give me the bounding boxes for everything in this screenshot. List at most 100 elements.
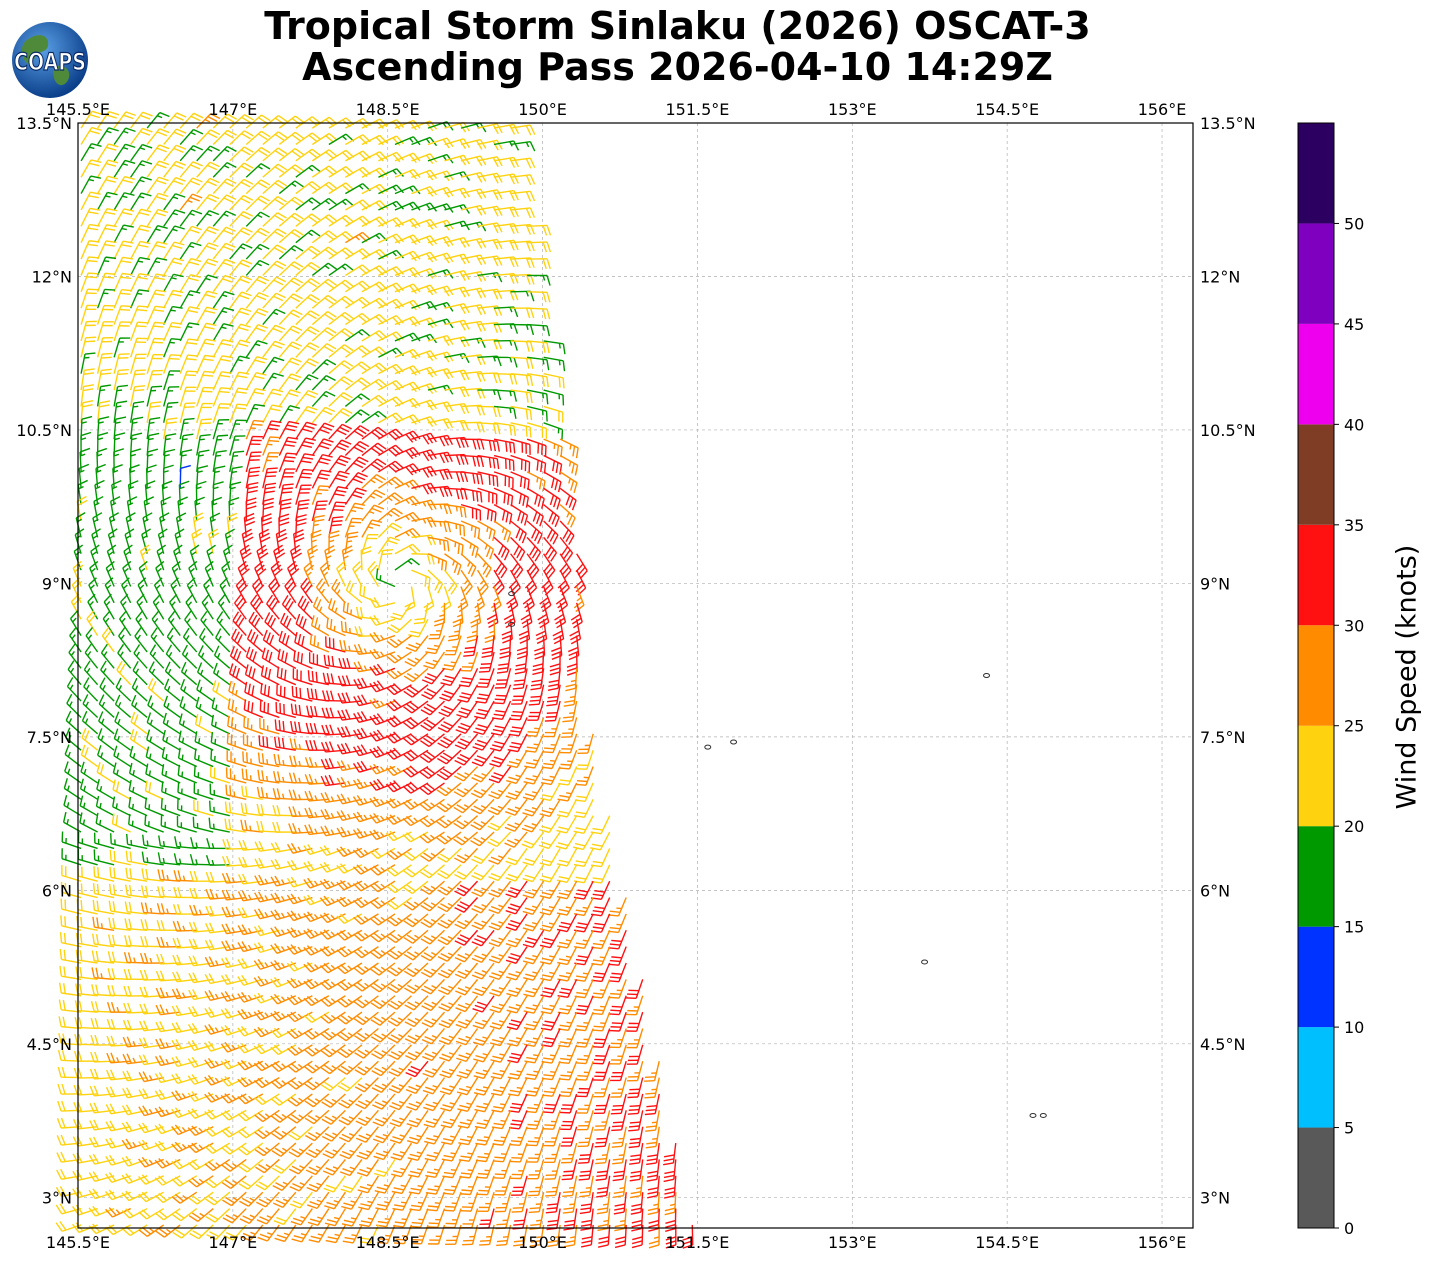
wind-barb bbox=[539, 880, 561, 900]
wind-barb bbox=[196, 354, 216, 374]
wind-barb bbox=[394, 152, 421, 164]
wind-barb bbox=[163, 386, 180, 407]
wind-barb bbox=[113, 432, 126, 456]
wind-barb bbox=[113, 384, 128, 407]
wind-barb bbox=[460, 270, 487, 282]
wind-barb bbox=[262, 452, 280, 473]
wind-barb bbox=[428, 619, 446, 640]
wind-barb bbox=[559, 553, 572, 579]
wind-barb bbox=[458, 1126, 479, 1146]
wind-barb bbox=[543, 471, 562, 493]
wind-barb bbox=[509, 1126, 528, 1147]
wind-barb bbox=[427, 434, 454, 447]
wind-barb bbox=[460, 536, 479, 559]
wind-barb bbox=[543, 340, 566, 355]
wind-barb bbox=[278, 164, 304, 178]
wind-barb bbox=[526, 520, 543, 545]
wind-barb bbox=[542, 1077, 561, 1097]
wind-barb bbox=[559, 536, 574, 563]
wind-barb bbox=[295, 453, 315, 473]
wind-barb bbox=[591, 995, 611, 1016]
wind-barb bbox=[262, 276, 287, 293]
wind-barb bbox=[375, 568, 396, 588]
wind-barb bbox=[212, 178, 237, 195]
lat-tick-label-left: 9°N bbox=[42, 574, 72, 593]
wind-barb bbox=[179, 417, 195, 440]
wind-barb bbox=[224, 528, 235, 554]
wind-barb bbox=[113, 143, 136, 162]
colorbar-bin bbox=[1298, 625, 1334, 726]
wind-barb bbox=[113, 224, 134, 244]
wind-barb bbox=[558, 1028, 578, 1048]
wind-barb bbox=[440, 667, 462, 687]
wind-barb bbox=[425, 1159, 446, 1179]
wind-barb bbox=[229, 243, 253, 260]
wind-barb bbox=[123, 544, 133, 571]
wind-barb bbox=[146, 192, 169, 211]
wind-barb bbox=[378, 151, 405, 163]
lon-tick-label-top: 153°E bbox=[828, 100, 877, 119]
wind-barb bbox=[410, 1208, 429, 1228]
wind-barb bbox=[146, 257, 168, 276]
wind-barb bbox=[344, 409, 370, 424]
wind-barb bbox=[112, 779, 131, 800]
wind-barb bbox=[477, 255, 503, 267]
wind-barb bbox=[392, 1191, 413, 1211]
wind-barb bbox=[477, 471, 499, 487]
wind-barb bbox=[377, 507, 403, 522]
wind-barb bbox=[457, 1110, 479, 1129]
wind-barb bbox=[510, 405, 533, 421]
wind-barb bbox=[112, 464, 123, 489]
wind-barb bbox=[510, 487, 530, 508]
wind-barb bbox=[122, 560, 132, 587]
wind-barb bbox=[146, 448, 159, 472]
wind-barb bbox=[608, 946, 627, 966]
wind-barb bbox=[493, 405, 517, 419]
wind-barb bbox=[510, 471, 530, 491]
wind-barb bbox=[510, 389, 533, 404]
lat-tick-label-right: 6°N bbox=[1200, 881, 1230, 900]
wind-barb bbox=[80, 431, 92, 456]
wind-barb bbox=[558, 1044, 578, 1065]
wind-barb bbox=[344, 361, 371, 375]
wind-barb bbox=[278, 357, 302, 375]
wind-barb bbox=[262, 324, 286, 342]
wind-barb bbox=[540, 962, 561, 982]
wind-barb bbox=[95, 463, 106, 489]
wind-barb bbox=[196, 338, 216, 358]
colorbar-tick-label: 10 bbox=[1344, 1018, 1364, 1037]
wind-barb bbox=[80, 415, 93, 440]
lon-tick-label-bottom: 148.5°E bbox=[356, 1233, 420, 1252]
wind-barb bbox=[378, 492, 404, 506]
wind-barb bbox=[179, 354, 199, 374]
wind-barb bbox=[590, 897, 611, 917]
island-outline bbox=[983, 673, 991, 678]
wind-barb bbox=[527, 258, 551, 270]
wind-barb bbox=[378, 184, 405, 195]
wind-barb bbox=[93, 495, 104, 522]
wind-barb bbox=[387, 618, 412, 634]
wind-barb bbox=[196, 177, 220, 195]
wind-barb bbox=[278, 115, 305, 129]
wind-barb bbox=[559, 520, 575, 545]
colorbar-bin bbox=[1298, 424, 1334, 525]
wind-barb bbox=[526, 504, 544, 527]
wind-barb bbox=[295, 358, 319, 375]
wind-barb bbox=[245, 356, 268, 375]
colorbar-bin bbox=[1298, 123, 1334, 224]
wind-barb bbox=[444, 503, 467, 518]
lat-tick-label-right: 9°N bbox=[1200, 574, 1230, 593]
wind-barb bbox=[328, 247, 354, 260]
wind-barb bbox=[80, 240, 100, 260]
colorbar-bin bbox=[1298, 524, 1334, 626]
wind-barb bbox=[556, 913, 578, 933]
wind-barb bbox=[572, 831, 594, 851]
wind-barb bbox=[493, 422, 517, 437]
wind-barb bbox=[460, 503, 482, 521]
wind-barb bbox=[113, 127, 136, 145]
wind-barb bbox=[80, 256, 100, 276]
colorbar-bin bbox=[1298, 725, 1334, 827]
wind-barb bbox=[336, 793, 363, 805]
wind-barb bbox=[179, 145, 204, 162]
wind-barb bbox=[540, 1011, 561, 1031]
